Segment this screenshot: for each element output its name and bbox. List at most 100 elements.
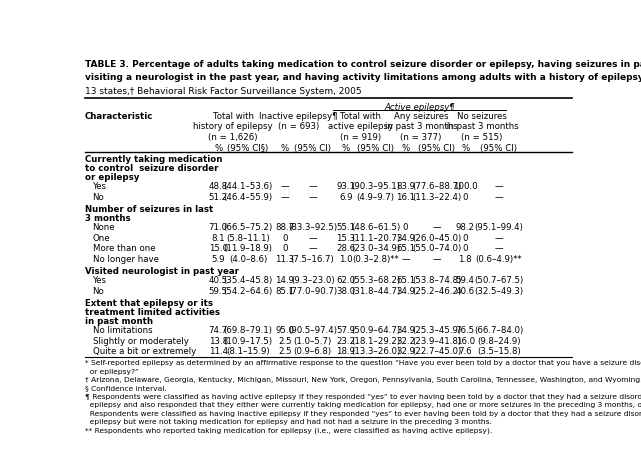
Text: %: % bbox=[342, 144, 350, 153]
Text: No seizures: No seizures bbox=[457, 112, 507, 121]
Text: (5.8–11.1): (5.8–11.1) bbox=[226, 234, 270, 243]
Text: (18.1–29.2): (18.1–29.2) bbox=[351, 336, 400, 345]
Text: One: One bbox=[92, 234, 110, 243]
Text: Any seizures: Any seizures bbox=[394, 112, 449, 121]
Text: (11.3–22.4): (11.3–22.4) bbox=[412, 193, 462, 202]
Text: (95% CI): (95% CI) bbox=[480, 144, 517, 153]
Text: —: — bbox=[433, 255, 441, 264]
Text: Total with: Total with bbox=[340, 112, 381, 121]
Text: ** Respondents who reported taking medication for epilepsy (i.e., were classifie: ** Respondents who reported taking medic… bbox=[85, 428, 492, 434]
Text: TABLE 3. Percentage of adults taking medication to control seizure disorder or e: TABLE 3. Percentage of adults taking med… bbox=[85, 60, 641, 69]
Text: 6.9: 6.9 bbox=[339, 193, 353, 202]
Text: or epilepsy: or epilepsy bbox=[85, 173, 140, 182]
Text: 59.4: 59.4 bbox=[456, 276, 474, 285]
Text: 23.2: 23.2 bbox=[337, 336, 356, 345]
Text: 34.9: 34.9 bbox=[396, 326, 415, 335]
Text: 18.9: 18.9 bbox=[337, 347, 355, 356]
Text: 14.9: 14.9 bbox=[275, 276, 294, 285]
Text: (66.7–84.0): (66.7–84.0) bbox=[474, 326, 524, 335]
Text: 0: 0 bbox=[462, 234, 468, 243]
Text: or epilepsy?”: or epilepsy?” bbox=[85, 368, 139, 375]
Text: 16.0: 16.0 bbox=[456, 336, 475, 345]
Text: 65.1: 65.1 bbox=[396, 276, 415, 285]
Text: Number of seizures in last: Number of seizures in last bbox=[85, 205, 213, 214]
Text: (95% CI): (95% CI) bbox=[294, 144, 331, 153]
Text: epilepsy and also responded that they either were currently taking medication fo: epilepsy and also responded that they ei… bbox=[85, 402, 641, 409]
Text: %: % bbox=[281, 144, 289, 153]
Text: in past month: in past month bbox=[85, 317, 153, 326]
Text: (95.1–99.4): (95.1–99.4) bbox=[474, 223, 523, 232]
Text: 48.8: 48.8 bbox=[209, 182, 228, 191]
Text: (25.3–45.9): (25.3–45.9) bbox=[412, 326, 462, 335]
Text: 32.9: 32.9 bbox=[396, 347, 415, 356]
Text: in past 3 months: in past 3 months bbox=[445, 122, 519, 132]
Text: (32.5–49.3): (32.5–49.3) bbox=[474, 287, 524, 296]
Text: 62.0: 62.0 bbox=[337, 276, 356, 285]
Text: Characteristic: Characteristic bbox=[85, 112, 153, 121]
Text: (0.6–4.9)**: (0.6–4.9)** bbox=[476, 255, 522, 264]
Text: 0: 0 bbox=[403, 223, 408, 232]
Text: (22.7–45.0): (22.7–45.0) bbox=[412, 347, 462, 356]
Text: —: — bbox=[308, 244, 317, 253]
Text: —: — bbox=[308, 182, 317, 191]
Text: 1.0: 1.0 bbox=[339, 255, 353, 264]
Text: —: — bbox=[308, 193, 317, 202]
Text: (55.0–74.0): (55.0–74.0) bbox=[412, 244, 462, 253]
Text: (26.0–45.0): (26.0–45.0) bbox=[412, 234, 462, 243]
Text: ¶ Respondents were classified as having active epilepsy if they responded “yes” : ¶ Respondents were classified as having … bbox=[85, 394, 641, 400]
Text: 13.8: 13.8 bbox=[209, 336, 228, 345]
Text: 88.7: 88.7 bbox=[275, 223, 294, 232]
Text: 57.9: 57.9 bbox=[337, 326, 355, 335]
Text: 85.1: 85.1 bbox=[275, 287, 294, 296]
Text: (35.4–45.8): (35.4–45.8) bbox=[224, 276, 272, 285]
Text: to control  seizure disorder: to control seizure disorder bbox=[85, 165, 219, 174]
Text: 2.5: 2.5 bbox=[278, 336, 292, 345]
Text: Slightly or moderately: Slightly or moderately bbox=[92, 336, 188, 345]
Text: 2.5: 2.5 bbox=[278, 347, 292, 356]
Text: (n = 1,626): (n = 1,626) bbox=[208, 133, 258, 142]
Text: 100.0: 100.0 bbox=[453, 182, 478, 191]
Text: 40.6: 40.6 bbox=[456, 287, 475, 296]
Text: (44.1–53.6): (44.1–53.6) bbox=[224, 182, 272, 191]
Text: (55.3–68.2): (55.3–68.2) bbox=[351, 276, 401, 285]
Text: 13 states,† Behavioral Risk Factor Surveillance System, 2005: 13 states,† Behavioral Risk Factor Surve… bbox=[85, 87, 362, 96]
Text: No limitations: No limitations bbox=[92, 326, 152, 335]
Text: history of epilepsy: history of epilepsy bbox=[194, 122, 273, 132]
Text: 15.0: 15.0 bbox=[209, 244, 228, 253]
Text: —: — bbox=[495, 234, 503, 243]
Text: (n = 919): (n = 919) bbox=[340, 133, 381, 142]
Text: (95% CI): (95% CI) bbox=[419, 144, 455, 153]
Text: in past 3 months: in past 3 months bbox=[385, 122, 458, 132]
Text: Currently taking medication: Currently taking medication bbox=[85, 155, 222, 165]
Text: § Confidence interval.: § Confidence interval. bbox=[85, 385, 167, 392]
Text: (1.0–5.7): (1.0–5.7) bbox=[294, 336, 332, 345]
Text: * Self-reported epilepsy as determined by an affirmative response to the questio: * Self-reported epilepsy as determined b… bbox=[85, 360, 641, 366]
Text: 83.9: 83.9 bbox=[396, 182, 415, 191]
Text: Yes: Yes bbox=[92, 182, 106, 191]
Text: (66.5–75.2): (66.5–75.2) bbox=[224, 223, 272, 232]
Text: (n = 693): (n = 693) bbox=[278, 122, 319, 132]
Text: 16.1: 16.1 bbox=[396, 193, 415, 202]
Text: (11.1–20.7): (11.1–20.7) bbox=[351, 234, 401, 243]
Text: 51.2: 51.2 bbox=[209, 193, 228, 202]
Text: Quite a bit or extremely: Quite a bit or extremely bbox=[92, 347, 196, 356]
Text: No: No bbox=[92, 287, 104, 296]
Text: —: — bbox=[433, 223, 441, 232]
Text: treatment limited activities: treatment limited activities bbox=[85, 308, 220, 317]
Text: —: — bbox=[495, 193, 503, 202]
Text: 95.0: 95.0 bbox=[275, 326, 294, 335]
Text: 59.5: 59.5 bbox=[209, 287, 228, 296]
Text: (n = 377): (n = 377) bbox=[401, 133, 442, 142]
Text: (25.2–46.2): (25.2–46.2) bbox=[412, 287, 462, 296]
Text: (9.8–24.9): (9.8–24.9) bbox=[477, 336, 520, 345]
Text: (31.8–44.7): (31.8–44.7) bbox=[351, 287, 401, 296]
Text: —: — bbox=[495, 244, 503, 253]
Text: Extent that epilepsy or its: Extent that epilepsy or its bbox=[85, 299, 213, 308]
Text: (54.2–64.6): (54.2–64.6) bbox=[224, 287, 272, 296]
Text: visiting a neurologist in the past year, and having activity limitations among a: visiting a neurologist in the past year,… bbox=[85, 74, 641, 83]
Text: 93.1: 93.1 bbox=[337, 182, 355, 191]
Text: (9.3–23.0): (9.3–23.0) bbox=[291, 276, 335, 285]
Text: † Arizona, Delaware, Georgia, Kentucky, Michigan, Missouri, New York, Oregon, Pe: † Arizona, Delaware, Georgia, Kentucky, … bbox=[85, 377, 641, 383]
Text: 76.5: 76.5 bbox=[456, 326, 475, 335]
Text: (n = 515): (n = 515) bbox=[462, 133, 503, 142]
